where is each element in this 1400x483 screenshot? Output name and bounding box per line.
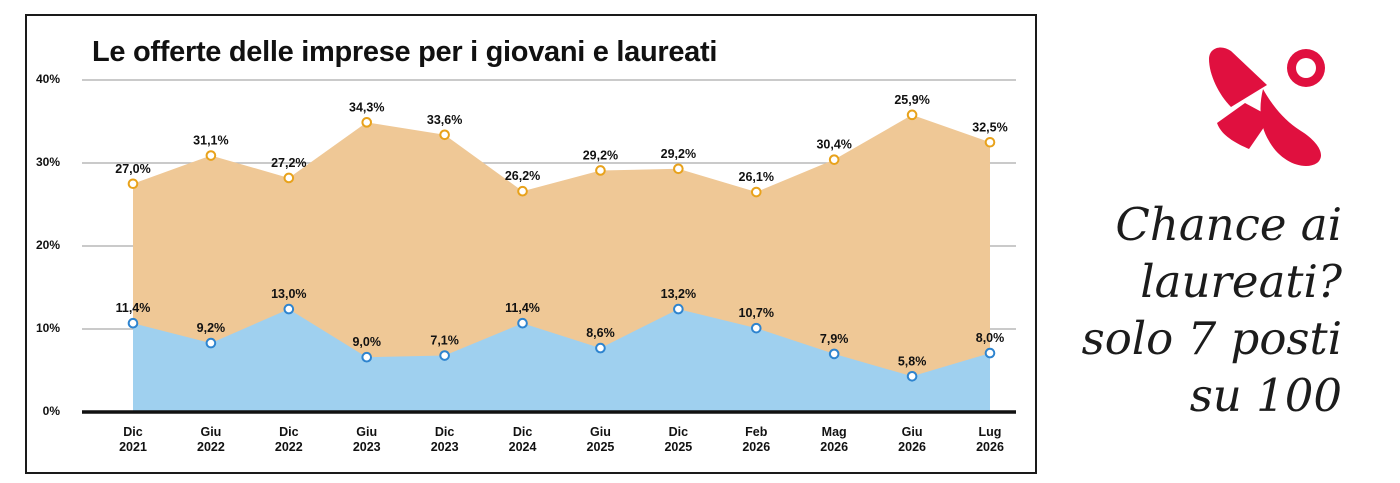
series-1-data-label-1: 9,2%	[197, 321, 226, 335]
series-0-point-5	[517, 185, 528, 197]
series-1-data-label-9: 7,9%	[820, 332, 849, 346]
series-1-data-label-0: 11,4%	[116, 301, 151, 315]
series-0-point-9	[828, 154, 840, 165]
chart-title: Le offerte delle imprese per i giovani e…	[92, 36, 718, 68]
x-tick-label-1: Giu 2022	[197, 425, 225, 454]
series-0-point-3	[361, 117, 373, 128]
series-0-point-8	[750, 186, 762, 198]
series-0-data-label-6: 29,2%	[583, 148, 618, 162]
series-0-data-label-4: 33,6%	[427, 113, 462, 127]
series-1-point-6	[595, 342, 606, 354]
series-0-data-label-0: 27,0%	[115, 162, 150, 176]
series-area-1	[133, 309, 990, 412]
series-0-data-label-9: 30,4%	[816, 138, 851, 152]
series-1-data-label-5: 11,4%	[505, 301, 540, 315]
y-tick-label-0: 0%	[43, 404, 61, 418]
tagline: Chance ai laureati? solo 7 posti su 100	[1022, 196, 1342, 424]
x-tick-label-2: Dic 2022	[275, 425, 303, 454]
x-tick-label-3: Giu 2023	[353, 425, 381, 454]
area-chart: 0% 10% 20% 30% 40% 27,0% 31,1% 27,2% 34,3% 33,6% 2…	[36, 72, 1016, 454]
x-tick-label-5: Dic 2024	[509, 425, 537, 454]
x-tick-label-7: Dic 2025	[664, 425, 692, 454]
series-1-point-1	[205, 337, 217, 349]
series-1-data-label-6: 8,6%	[586, 326, 615, 340]
series-0-point-0	[127, 178, 139, 190]
series-0-point-2	[283, 172, 295, 184]
series-0-point-10	[906, 109, 918, 121]
tagline-line-3: solo 7 posti	[1081, 312, 1342, 365]
series-1-point-11	[984, 347, 996, 359]
series-0-point-1	[205, 150, 217, 161]
series-1-data-label-7: 13,2%	[661, 287, 696, 301]
y-tick-label-40: 40%	[36, 72, 60, 86]
series-1-data-label-3: 9,0%	[352, 335, 381, 349]
x-tick-label-6: Giu 2025	[587, 425, 615, 454]
series-1-point-10	[906, 371, 918, 382]
x-tick-label-10: Giu 2026	[898, 425, 926, 454]
series-0-data-label-11: 32,5%	[972, 120, 1007, 134]
x-tick-label-4: Dic 2023	[431, 425, 459, 454]
series-0-point-7	[673, 163, 684, 175]
brand-logo-icon	[1209, 47, 1325, 167]
x-tick-label-11: Lug 2026	[976, 425, 1004, 454]
series-0-point-6	[595, 165, 606, 176]
series-1-data-label-8: 10,7%	[739, 306, 774, 320]
series-0-data-label-8: 26,1%	[739, 170, 774, 184]
series-1-data-label-10: 5,8%	[898, 354, 927, 368]
series-1-point-4	[439, 350, 450, 361]
series-1-point-8	[750, 322, 762, 334]
y-tick-label-10: 10%	[36, 321, 60, 335]
series-1-point-3	[361, 351, 373, 363]
tagline-line-2: laureati?	[1140, 255, 1342, 308]
series-0-data-label-3: 34,3%	[349, 100, 384, 114]
series-1-data-label-2: 13,0%	[271, 287, 306, 301]
series-0-data-label-10: 25,9%	[894, 93, 929, 107]
series-0-data-label-1: 31,1%	[193, 134, 228, 148]
series-1-point-0	[127, 317, 139, 329]
series-0-point-11	[984, 136, 996, 148]
series-0-point-4	[439, 129, 450, 141]
series-0-data-label-7: 29,2%	[661, 147, 696, 161]
series-0-data-label-5: 26,2%	[505, 169, 540, 183]
series-1-point-9	[828, 348, 840, 360]
y-tick-label-30: 30%	[36, 155, 60, 169]
x-tick-label-8: Feb 2026	[742, 425, 770, 454]
x-tick-label-0: Dic 2021	[119, 425, 147, 454]
series-1-point-5	[517, 317, 528, 329]
series-1-point-2	[283, 303, 295, 315]
x-tick-label-9: Mag 2026	[820, 425, 848, 454]
tagline-line-1: Chance ai	[1115, 198, 1342, 251]
series-0-data-label-2: 27,2%	[271, 156, 306, 170]
series-1-data-label-4: 7,1%	[430, 334, 459, 348]
series-1-point-7	[673, 303, 684, 315]
series-1-data-label-11: 8,0%	[976, 331, 1005, 345]
y-tick-label-20: 20%	[36, 238, 60, 252]
tagline-line-4: su 100	[1189, 369, 1342, 422]
